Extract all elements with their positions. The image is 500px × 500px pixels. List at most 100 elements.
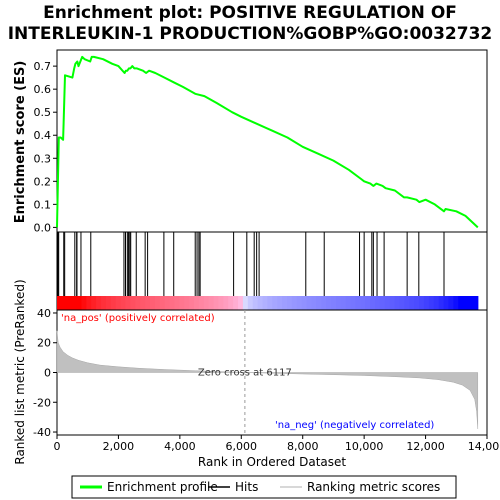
metric-y-tick-label: 20: [37, 337, 51, 350]
colorbar-segment: [306, 296, 313, 310]
colorbar-segment: [326, 296, 332, 310]
colorbar-segment: [105, 296, 112, 310]
colorbar-segment: [96, 296, 102, 310]
colorbar-segment: [472, 296, 479, 310]
colorbar-segment: [384, 296, 391, 310]
rank-x-tick-label: 4,000: [164, 440, 196, 453]
colorbar-segment: [247, 296, 254, 310]
colorbar-segment: [355, 296, 361, 310]
legend-label: Ranking metric scores: [307, 480, 440, 494]
colorbar-segment: [409, 296, 415, 310]
colorbar-segment: [174, 296, 180, 310]
colorbar-segment: [213, 296, 220, 310]
colorbar-segment: [198, 296, 205, 310]
rank-x-tick-label: 14,000: [468, 440, 500, 453]
rank-x-tick-label: 2,000: [103, 440, 135, 453]
legend-label: Enrichment profile: [107, 480, 218, 494]
colorbar-segment: [218, 296, 224, 310]
colorbar-segment: [365, 296, 371, 310]
colorbar-segment: [252, 296, 259, 310]
rank-x-tick-label: 0: [54, 440, 61, 453]
colorbar-segment: [428, 296, 435, 310]
colorbar-segment: [399, 296, 405, 310]
es-y-tick-label: 0.4: [34, 129, 52, 142]
colorbar-segment: [340, 296, 347, 310]
es-y-tick-label: 0.7: [34, 60, 52, 73]
legend-box: [71, 475, 457, 499]
colorbar-segment: [194, 296, 200, 310]
metric-y-tick-label: -40: [33, 426, 51, 439]
colorbar-segment: [291, 296, 298, 310]
metric-y-axis-label: Ranked list metric (PreRanked): [13, 279, 27, 464]
colorbar-segment: [316, 296, 322, 310]
rank-colorbar: [57, 296, 479, 310]
colorbar-segment: [164, 296, 171, 310]
es-series-group: [56, 55, 479, 229]
colorbar-segment: [159, 296, 166, 310]
colorbar-segment: [242, 296, 249, 310]
colorbar-segment: [267, 296, 273, 310]
colorbar-segment: [468, 296, 474, 310]
colorbar-segment: [223, 296, 229, 310]
colorbar-segment: [282, 296, 288, 310]
colorbar-segment: [203, 296, 210, 310]
colorbar-segment: [350, 296, 357, 310]
es-panel-frame: [56, 49, 488, 233]
rank-x-tick-label: 12,000: [406, 440, 445, 453]
colorbar-segment: [81, 296, 87, 310]
colorbar-segment: [130, 296, 136, 310]
colorbar-segment: [375, 296, 381, 310]
enrichment-profile-line: [56, 55, 479, 229]
colorbar-segment: [394, 296, 401, 310]
colorbar-segment: [228, 296, 234, 310]
colorbar-segment: [57, 296, 63, 310]
es-y-tick-label: 0.6: [34, 83, 52, 96]
zero-cross-label: Zero cross at 6117: [198, 368, 292, 379]
colorbar-segment: [262, 296, 268, 310]
colorbar-segment: [458, 296, 464, 310]
chart-title-line-1: Enrichment plot: POSITIVE REGULATION OF: [43, 3, 457, 23]
colorbar-segment: [110, 296, 117, 310]
rank-x-tick-label: 8,000: [287, 440, 319, 453]
colorbar-segment: [389, 296, 396, 310]
es-y-tick-label: 0.2: [34, 175, 52, 188]
chart-title-line-2: INTERLEUKIN-1 PRODUCTION%GOBP%GO:0032732: [8, 24, 493, 44]
colorbar-segment: [140, 296, 146, 310]
colorbar-segment: [443, 296, 450, 310]
colorbar-segment: [179, 296, 185, 310]
colorbar-segment: [414, 296, 420, 310]
colorbar-segment: [423, 296, 430, 310]
colorbar-segment: [448, 296, 454, 310]
colorbar-segment: [331, 296, 337, 310]
colorbar-segment: [125, 296, 131, 310]
colorbar-segment: [184, 296, 190, 310]
es-y-tick-label: 0.3: [34, 152, 52, 165]
colorbar-segment: [360, 296, 366, 310]
rank-x-axis: 0 2,000 4,000 6,000 8,000 10,000 12,000 14,000: [54, 435, 500, 453]
colorbar-segment: [301, 296, 308, 310]
colorbar-segment: [272, 296, 278, 310]
colorbar-segment: [438, 296, 445, 310]
colorbar-segment: [71, 296, 78, 310]
positive-correlation-label: 'na_pos' (positively correlated): [61, 313, 215, 324]
colorbar-segment: [286, 296, 293, 310]
colorbar-segment: [370, 296, 376, 310]
legend-label: Hits: [235, 480, 258, 494]
colorbar-segment: [86, 296, 92, 310]
colorbar-segment: [208, 296, 215, 310]
es-y-tick-label: 0.1: [34, 198, 52, 211]
es-y-axis-label: Enrichment score (ES): [13, 61, 28, 224]
colorbar-segment: [379, 296, 386, 310]
es-y-axis: 0.0 0.1 0.2 0.3 0.4 0.5 0.6 0.7: [34, 60, 57, 234]
colorbar-segment: [135, 296, 141, 310]
es-y-tick-label: 0.5: [34, 106, 52, 119]
colorbar-segment: [149, 296, 156, 310]
colorbar-segment: [154, 296, 161, 310]
colorbar-segment: [169, 296, 176, 310]
colorbar-segment: [238, 296, 244, 310]
colorbar-segment: [145, 296, 151, 310]
colorbar-segment: [233, 296, 239, 310]
colorbar-segment: [404, 296, 410, 310]
es-y-tick-label: 0.0: [34, 221, 52, 234]
